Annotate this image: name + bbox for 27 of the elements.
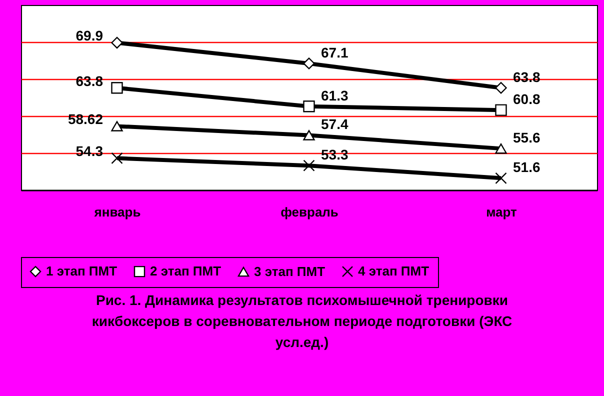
data-label: 67.1 (321, 44, 348, 60)
point (111, 82, 123, 94)
data-label: 51.6 (513, 159, 540, 176)
point (111, 121, 123, 132)
point (495, 172, 507, 184)
data-label: 61.3 (321, 87, 348, 104)
legend-label: 3 этап ПМТ (254, 264, 326, 279)
point (495, 82, 507, 94)
x-tick-label: февраль (280, 204, 338, 220)
legend-label: 2 этап ПМТ (150, 264, 222, 279)
data-label: 57.4 (321, 116, 348, 132)
point (111, 36, 123, 49)
point (111, 152, 123, 164)
legend-label: 1 этап ПМТ (46, 264, 118, 279)
point (303, 58, 315, 70)
data-label: 55.6 (513, 130, 540, 146)
x-tick-label: январь (94, 204, 141, 220)
x-tick-label: март (486, 204, 517, 220)
text: Рис. 1. Динамика результатов психомышечной тренировки кикбоксеров в соревновательном периоде подготовки (ЭКС усл.ед.) (90, 291, 514, 352)
legend-label: 4 этап ПМТ (358, 264, 430, 279)
point (495, 104, 507, 116)
point (303, 130, 315, 140)
point (303, 160, 315, 172)
data-label: 69.9 (76, 28, 104, 44)
data-label: 60.8 (513, 91, 540, 108)
point (495, 143, 507, 154)
point (303, 100, 315, 112)
